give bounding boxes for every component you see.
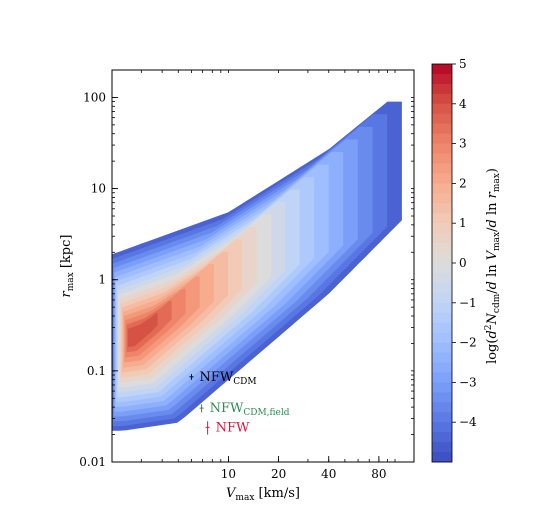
y-axis-label: rmax [kpc] [59,235,76,298]
colorbar-swatch [432,412,452,423]
colorbar-swatch [432,272,452,284]
colorbar-swatch [432,292,452,304]
y-tick-label: 100 [83,90,106,104]
colorbar-swatch [432,103,452,115]
colorbar-swatch [432,183,452,194]
colorbar-swatch [432,223,452,234]
annotation-label: NFWCDM,field [210,401,290,418]
colorbar-swatch [432,143,452,154]
x-tick-label: 10 [221,467,236,481]
contour-density-map [112,101,402,431]
y-tick-label: 0.01 [79,455,106,469]
x-tick-label: 40 [321,467,336,481]
colorbar-swatch [432,352,452,363]
x-tick-label: 20 [271,467,286,481]
colorbar-swatch [432,342,452,353]
contour-level [127,313,158,347]
colorbar-swatch [432,332,452,343]
x-axis-label: Vmax [km/s] [226,486,300,503]
colorbar-tick-label: −1 [459,296,477,310]
point-annotations: NFWCDM NFWCDM,field NFW [199,370,289,436]
colorbar-tick-label: 0 [459,256,467,270]
colorbar-swatch [432,123,452,135]
colorbar-swatch [432,442,452,453]
annotation-label: NFW [216,420,250,435]
colorbar-tick-label: 3 [459,137,467,151]
colorbar-tick-label: 1 [459,216,467,230]
colorbar-swatch [432,302,452,314]
colorbar-tick-label: −3 [459,375,477,389]
colorbar-swatch [432,93,452,105]
colorbar-swatch [432,372,452,383]
colorbar-swatch [432,163,452,174]
colorbar-swatch [432,382,452,393]
colorbar-swatch [432,282,452,294]
colorbar-swatch [432,362,452,373]
x-axis-ticks: 10 20 40 80 [111,70,396,481]
colorbar-swatch [432,243,452,254]
colorbar-tick-label: −4 [459,415,477,429]
colorbar-swatch [432,452,452,463]
colorbar-swatch [432,203,452,214]
colorbar-label: log(d2Ncdm/d ln Vmax/d ln rmax) [484,168,502,364]
plot-frame [111,69,415,463]
colorbar-swatch [432,213,452,224]
colorbar-swatch [432,153,452,164]
colorbar-tick-label: −2 [459,336,477,350]
colorbar-swatch [432,173,452,184]
colorbar-swatch [432,432,452,443]
colorbar-tick-label: 5 [459,57,467,71]
colorbar-swatch [432,64,452,75]
colorbar-swatch [432,233,452,244]
colorbar-swatch [432,253,452,264]
colorbar-swatch [432,392,452,403]
colorbar-swatch [432,113,452,125]
halo-profile-markers [189,374,210,435]
y-tick-label: 1 [98,273,106,287]
x-tick-label: 80 [371,467,386,481]
colorbar-swatch [432,133,452,144]
colorbar [431,63,453,463]
colorbar-ticks: 5 4 3 2 1 0 −1 −2 −3 −4 [452,57,477,429]
y-tick-label: 0.1 [87,364,106,378]
colorbar-tick-label: 4 [459,97,467,111]
colorbar-swatch [432,193,452,204]
y-tick-label: 10 [91,182,106,196]
colorbar-swatch [432,402,452,413]
annotation-label: NFWCDM [199,370,256,387]
colorbar-swatch [432,263,452,274]
colorbar-swatch [432,83,452,95]
y-axis-ticks: 0.01 0.1 1 10 100 [79,69,414,469]
colorbar-swatch [432,73,452,85]
colorbar-tick-label: 2 [459,176,467,190]
colorbar-swatch [432,322,452,334]
colorbar-swatch [432,312,452,324]
colorbar-swatch [432,422,452,433]
